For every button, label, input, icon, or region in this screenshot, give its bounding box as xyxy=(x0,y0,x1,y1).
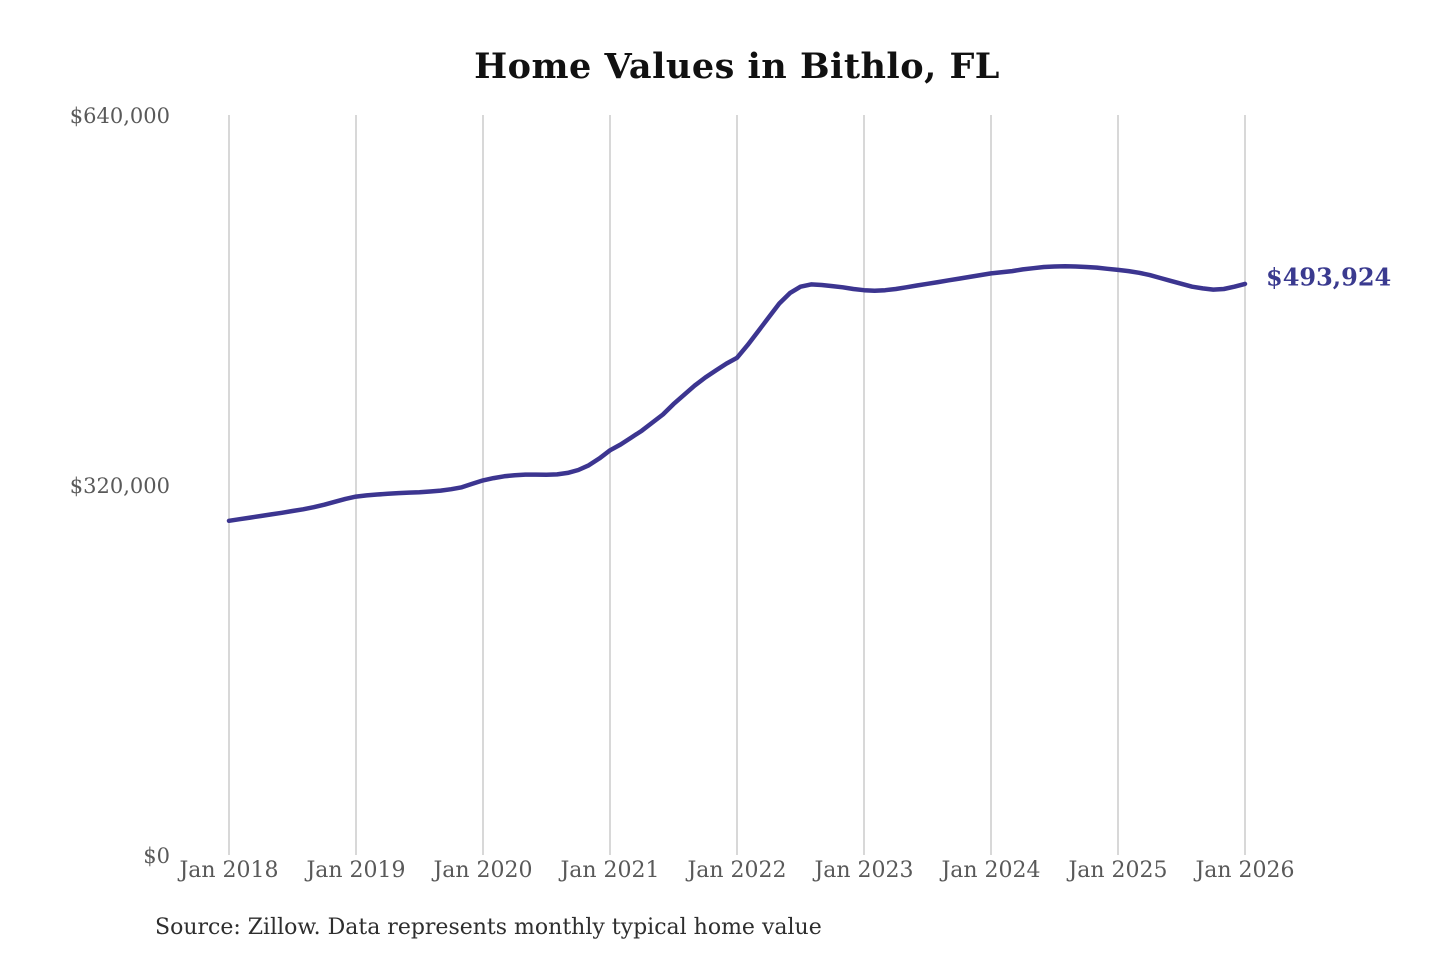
x-axis-label-2020: Jan 2020 xyxy=(433,858,533,883)
x-axis-label-2026: Jan 2026 xyxy=(1195,858,1295,883)
x-axis-label-2025: Jan 2025 xyxy=(1068,858,1168,883)
source-note: Source: Zillow. Data represents monthly … xyxy=(155,915,822,940)
chart-title: Home Values in Bithlo, FL xyxy=(474,46,1000,87)
x-axis-label-2021: Jan 2021 xyxy=(560,858,660,883)
home-value-line xyxy=(226,263,1248,524)
current-value-label: $493,924 xyxy=(1266,262,1392,292)
x-axis-label-2024: Jan 2024 xyxy=(941,858,1041,883)
y-axis-tick-0: $0 xyxy=(143,844,170,868)
x-axis-label-2018: Jan 2018 xyxy=(179,858,279,883)
x-axis-label-2022: Jan 2022 xyxy=(687,858,787,883)
y-axis-tick-320000: $320,000 xyxy=(69,474,170,498)
x-axis-label-2023: Jan 2023 xyxy=(814,858,914,883)
x-axis-label-2019: Jan 2019 xyxy=(306,858,406,883)
y-axis-tick-640000: $640,000 xyxy=(69,104,170,128)
